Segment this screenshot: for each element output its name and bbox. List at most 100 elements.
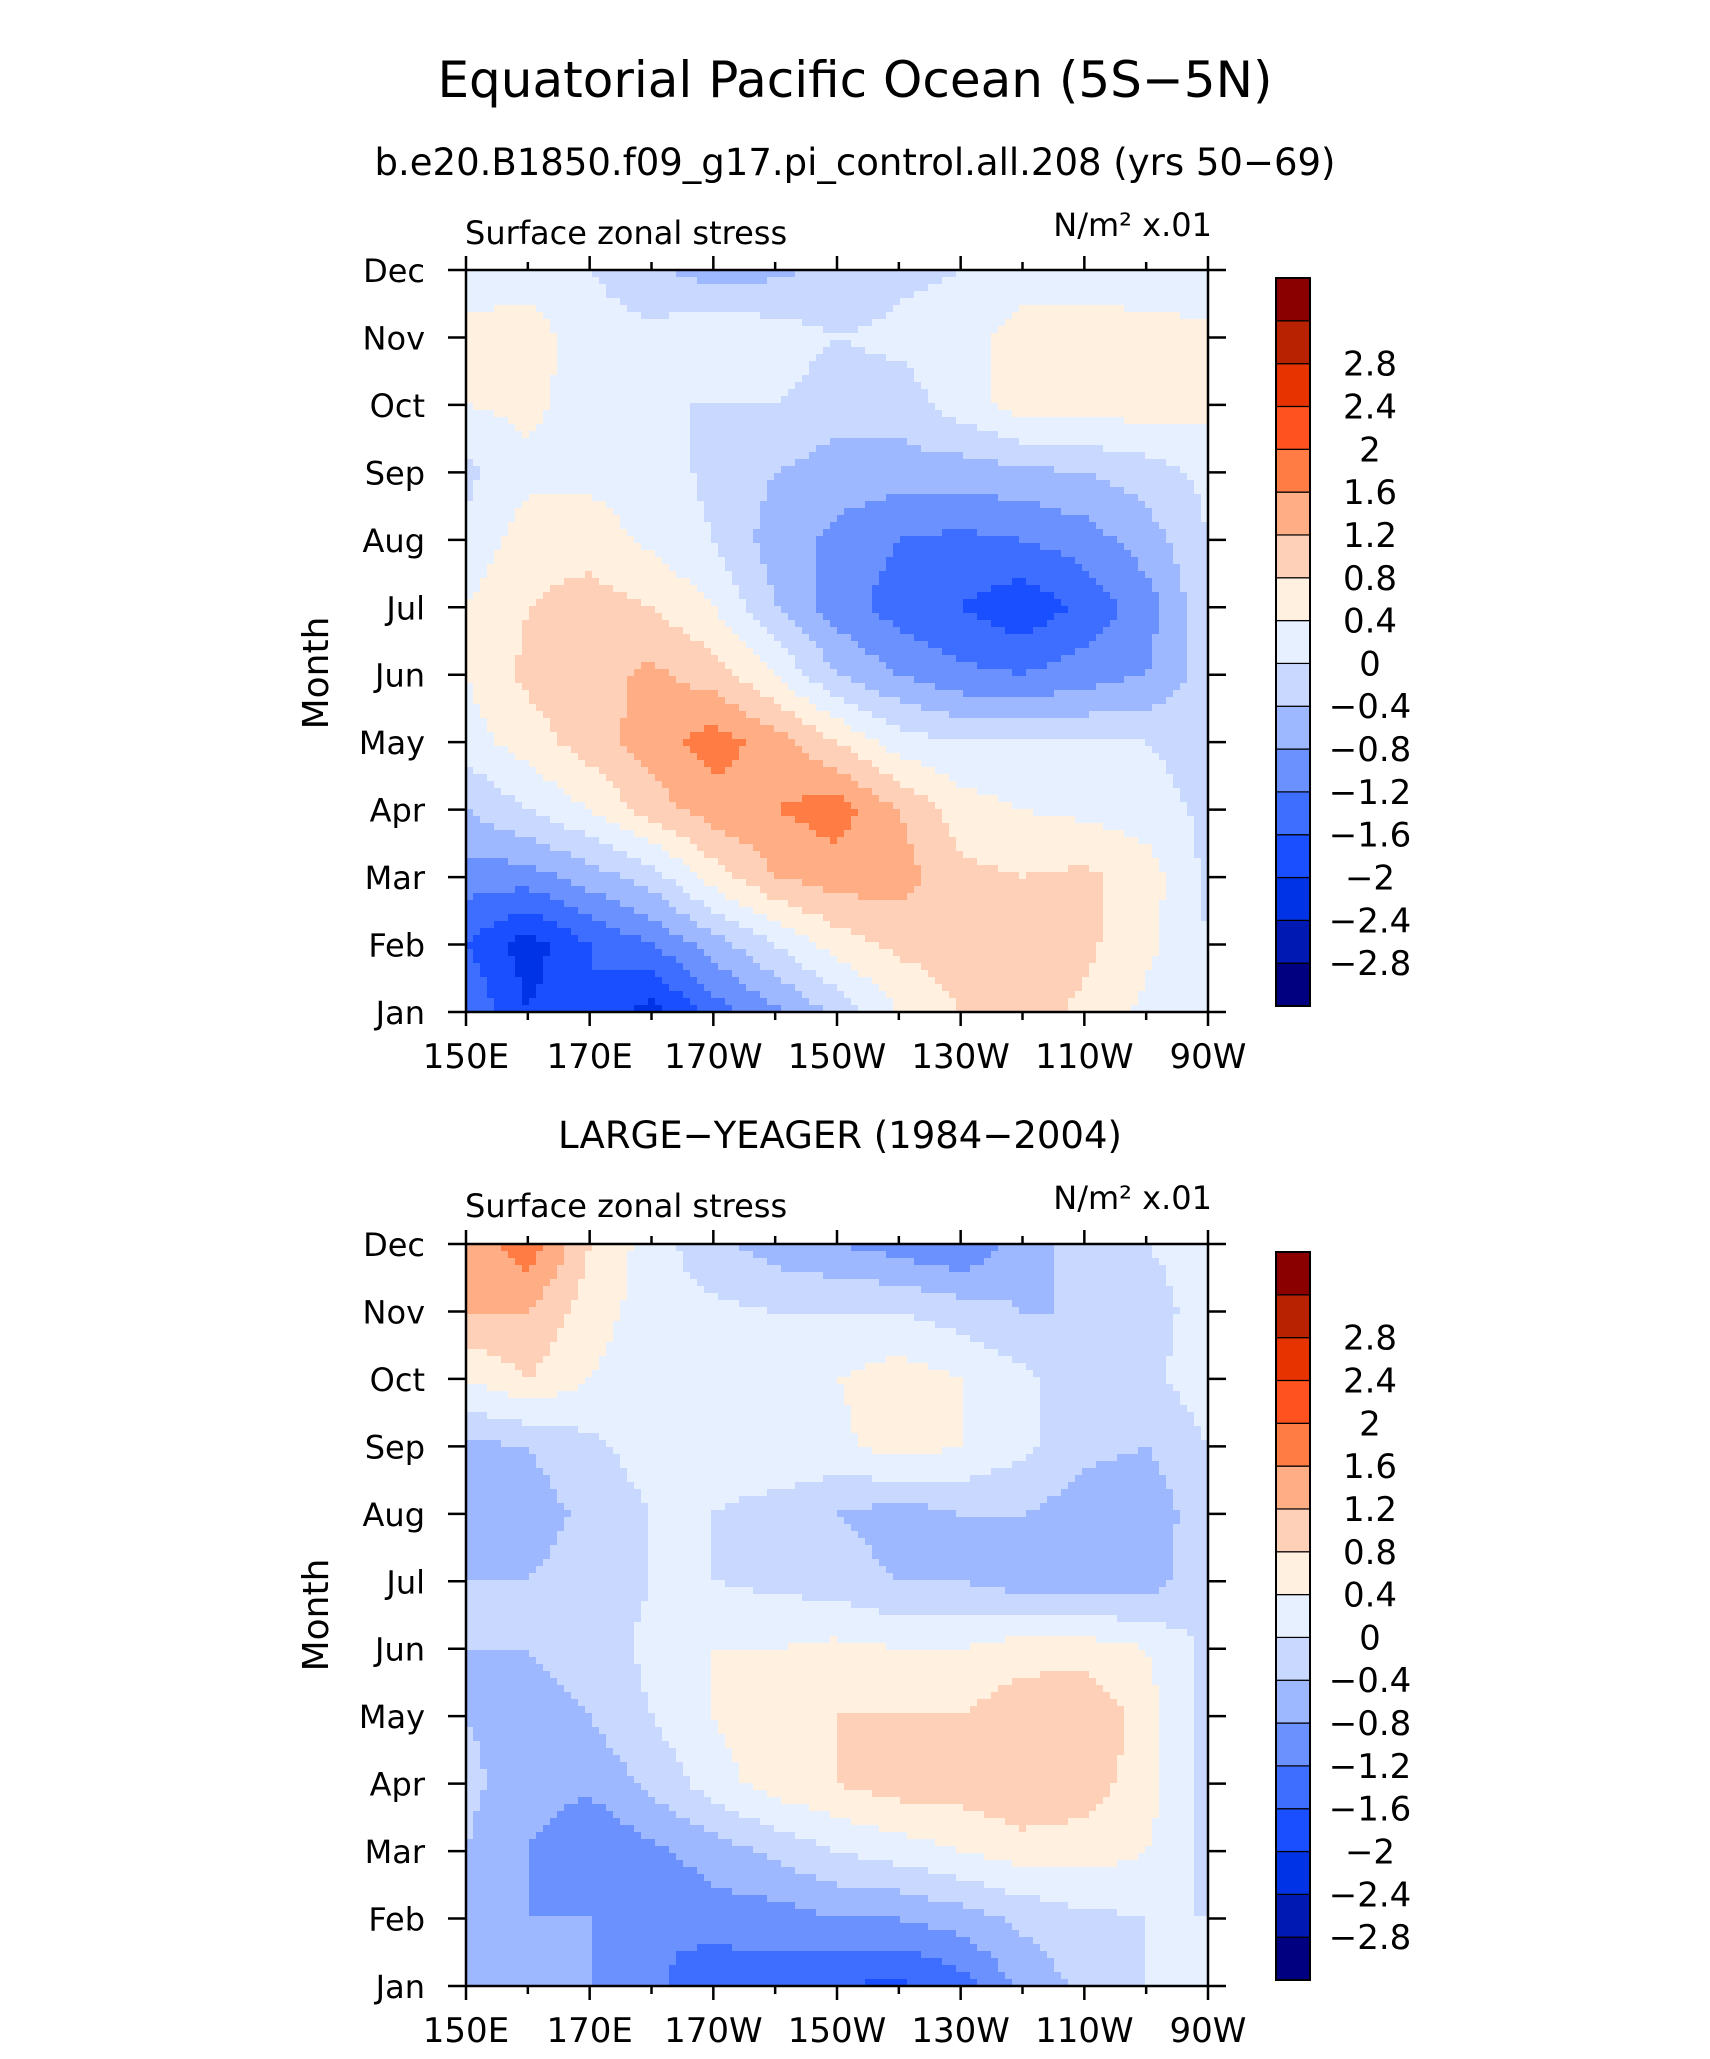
contour-cell <box>550 396 558 404</box>
contour-cell <box>599 368 607 376</box>
contour-cell <box>1033 340 1041 348</box>
contour-cell <box>585 347 593 355</box>
contour-cell <box>1012 277 1020 285</box>
contour-cell <box>942 333 950 341</box>
contour-cell <box>592 347 600 355</box>
contour-cell <box>1026 403 1034 411</box>
contour-cell <box>872 319 880 327</box>
contour-cell <box>1173 382 1181 390</box>
contour-cell <box>473 305 481 313</box>
contour-cell <box>921 354 929 362</box>
contour-cell <box>739 375 747 383</box>
contour-cell <box>606 410 614 418</box>
contour-cell <box>522 361 530 369</box>
contour-cell <box>599 396 607 404</box>
contour-cell <box>669 403 677 411</box>
contour-cell <box>1089 368 1097 376</box>
contour-cell <box>641 340 649 348</box>
contour-cell <box>704 319 712 327</box>
contour-cell <box>718 403 726 411</box>
contour-cell <box>1061 368 1069 376</box>
contour-cell <box>690 305 698 313</box>
contour-cell <box>634 382 642 390</box>
contour-cell <box>599 403 607 411</box>
contour-cell <box>648 326 656 334</box>
contour-cell <box>494 340 502 348</box>
contour-cell <box>508 284 516 292</box>
contour-cell <box>851 396 859 404</box>
contour-cell <box>795 298 803 306</box>
contour-cell <box>732 284 740 292</box>
contour-cell <box>1194 312 1202 320</box>
contour-cell <box>550 319 558 327</box>
contour-cell <box>949 410 957 418</box>
contour-cell <box>711 375 719 383</box>
contour-cell <box>732 319 740 327</box>
contour-cell <box>788 319 796 327</box>
contour-cell <box>1096 396 1104 404</box>
contour-cell <box>634 389 642 397</box>
contour-cell <box>1089 340 1097 348</box>
contour-cell <box>669 319 677 327</box>
contour-cell <box>977 396 985 404</box>
contour-cell <box>1187 312 1195 320</box>
contour-cell <box>697 361 705 369</box>
contour-cell <box>522 368 530 376</box>
contour-cell <box>627 340 635 348</box>
contour-cell <box>1145 382 1153 390</box>
contour-cell <box>501 375 509 383</box>
contour-cell <box>1173 368 1181 376</box>
contour-cell <box>998 319 1006 327</box>
contour-cell <box>550 368 558 376</box>
contour-cell <box>949 333 957 341</box>
contour-cell <box>858 319 866 327</box>
contour-cell <box>508 319 516 327</box>
contour-cell <box>613 298 621 306</box>
contour-cell <box>1187 354 1195 362</box>
contour-cell <box>501 284 509 292</box>
contour-cell <box>844 361 852 369</box>
contour-cell <box>928 410 936 418</box>
contour-cell <box>1117 382 1125 390</box>
contour-cell <box>935 354 943 362</box>
contour-cell <box>921 277 929 285</box>
contour-cell <box>1180 396 1188 404</box>
contour-cell <box>473 333 481 341</box>
contour-cell <box>1117 389 1125 397</box>
contour-cell <box>1131 354 1139 362</box>
contour-cell <box>879 326 887 334</box>
contour-cell <box>1061 410 1069 418</box>
contour-cell <box>1061 312 1069 320</box>
contour-cell <box>844 305 852 313</box>
contour-cell <box>1117 347 1125 355</box>
contour-cell <box>851 291 859 299</box>
contour-cell <box>1131 326 1139 334</box>
contour-cell <box>928 305 936 313</box>
contour-cell <box>690 410 698 418</box>
contour-cell <box>900 291 908 299</box>
contour-cell <box>788 361 796 369</box>
contour-cell <box>1117 298 1125 306</box>
contour-cell <box>1194 361 1202 369</box>
contour-cell <box>487 389 495 397</box>
contour-cell <box>1019 389 1027 397</box>
contour-cell <box>1187 340 1195 348</box>
contour-cell <box>711 410 719 418</box>
contour-cell <box>522 347 530 355</box>
contour-cell <box>767 389 775 397</box>
contour-cell <box>606 312 614 320</box>
contour-cell <box>732 361 740 369</box>
panel-model: Surface zonal stress N/m² x.01 150E 170E 1… <box>296 206 1246 1077</box>
contour-cell <box>795 403 803 411</box>
contour-cell <box>606 361 614 369</box>
contour-cell <box>851 340 859 348</box>
contour-cell <box>1061 340 1069 348</box>
contour-cell <box>557 410 565 418</box>
contour-cell <box>1131 396 1139 404</box>
contour-cell <box>1110 375 1118 383</box>
contour-cell <box>746 368 754 376</box>
contour-cell <box>942 340 950 348</box>
contour-cell <box>837 277 845 285</box>
contour-cell <box>592 333 600 341</box>
contour-cell <box>662 340 670 348</box>
